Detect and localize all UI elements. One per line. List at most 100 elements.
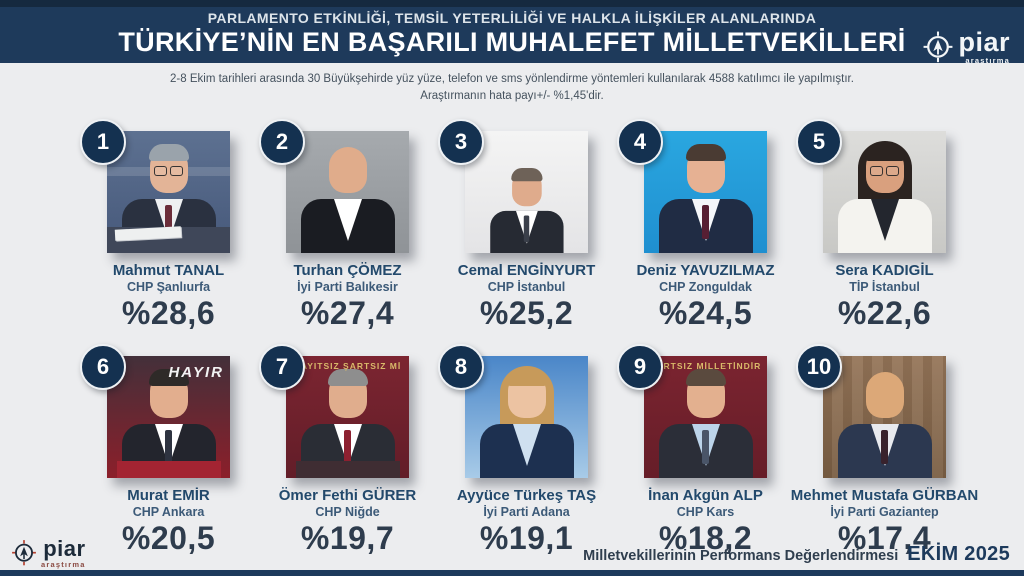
- hair-icon: [327, 369, 368, 386]
- mp-name: Ayyüce Türkeş TAŞ: [456, 487, 597, 504]
- head-icon: [328, 147, 367, 193]
- mp-party: CHP Zonguldak: [659, 280, 752, 294]
- page-title: TÜRKİYE’NİN EN BAŞARILI MUHALEFET MİLLET…: [118, 27, 906, 57]
- compass-icon: [12, 539, 36, 565]
- mp-photo-wrap: 4: [617, 119, 767, 253]
- mp-party: İyi Parti Adana: [483, 505, 570, 519]
- rank-badge: 2: [259, 119, 305, 165]
- logo-wordmark: piar: [958, 27, 1010, 57]
- shirt-icon: [333, 199, 362, 241]
- mp-card: 6 HAYIR Murat EMİR CHP Ankara: [80, 344, 230, 557]
- mp-photo: [107, 131, 230, 253]
- mp-score: %17,4: [837, 520, 932, 556]
- mp-card: 7 KAYITSIZ ŞARTSIZ Mİ Ömer Fethi GÜRER: [259, 344, 416, 557]
- survey-note-line2: Araştırmanın hata payı+/- %1,45'dir.: [420, 90, 604, 102]
- logo-text: piar araştırma: [41, 535, 86, 569]
- hair-icon: [685, 144, 726, 161]
- photo-banner-text: KAYITSIZ ŞARTSIZ Mİ: [293, 361, 402, 371]
- person-figure: [823, 356, 946, 478]
- tie-icon: [344, 430, 351, 464]
- rank-badge: 10: [796, 344, 842, 390]
- rank-badge: 9: [617, 344, 663, 390]
- mp-name: Ömer Fethi GÜRER: [278, 487, 417, 504]
- mp-name: Mahmut TANAL: [112, 262, 225, 279]
- mp-card: 9 ŞARTSIZ MİLLETİNDİR İnan Akgün ALP: [617, 344, 767, 557]
- mp-party: İyi Parti Gaziantep: [830, 505, 939, 519]
- person-figure: [286, 131, 409, 253]
- mp-score: %19,1: [479, 520, 574, 556]
- shirt-icon: [870, 199, 899, 241]
- mp-score: %20,5: [121, 520, 216, 556]
- podium: [116, 461, 221, 478]
- hair-icon: [864, 144, 905, 161]
- header-banner: PARLAMENTO ETKİNLİĞİ, TEMSİL YETERLİLİĞİ…: [0, 0, 1024, 65]
- tie-icon: [165, 205, 172, 239]
- mp-party: TİP İstanbul: [849, 280, 920, 294]
- mp-name: İnan Akgün ALP: [648, 487, 763, 504]
- mp-row-2: 6 HAYIR Murat EMİR CHP Ankara: [80, 344, 978, 557]
- mp-photo: HAYIR: [107, 356, 230, 478]
- head-icon: [865, 372, 904, 418]
- mp-photo: [823, 131, 946, 253]
- header-subtitle: PARLAMENTO ETKİNLİĞİ, TEMSİL YETERLİLİĞİ…: [207, 10, 817, 26]
- mp-photo: ŞARTSIZ MİLLETİNDİR: [644, 356, 767, 478]
- person-figure: [465, 356, 588, 478]
- person-figure: [286, 356, 409, 478]
- hair-icon: [148, 369, 189, 386]
- hair-icon: [510, 167, 543, 182]
- piar-logo-footer: piar araştırma: [10, 535, 86, 569]
- rank-number: 5: [812, 129, 826, 154]
- mp-card: 1 Mahmut TANAL CHP Şanlıurfa: [80, 119, 230, 332]
- rank-number: 3: [454, 129, 468, 154]
- piar-logo-header: piar araştırma: [921, 29, 1010, 65]
- logo-tagline: araştırma: [41, 559, 86, 569]
- tie-icon: [523, 215, 530, 243]
- mp-photo-wrap: 6 HAYIR: [80, 344, 230, 478]
- photo-banner-text: ŞARTSIZ MİLLETİNDİR: [649, 361, 762, 371]
- mp-photo-wrap: 3: [438, 119, 588, 253]
- footer-caption-text: Milletvekillerinin Performans Değerlendi…: [583, 548, 899, 564]
- mp-photo: [465, 356, 588, 478]
- mp-photo-wrap: 9 ŞARTSIZ MİLLETİNDİR: [617, 344, 767, 478]
- person-figure: [823, 131, 946, 253]
- mp-name: Deniz YAVUZILMAZ: [636, 262, 775, 279]
- hair-icon: [685, 369, 726, 386]
- mp-card: 8 Ayyüce Türkeş TAŞ İyi Parti Ada: [438, 344, 596, 557]
- mp-name: Mehmet Mustafa GÜRBAN: [790, 487, 979, 504]
- mp-photo-wrap: 5: [796, 119, 946, 253]
- tie-icon: [702, 430, 709, 464]
- bottom-accent-bar: [0, 570, 1024, 576]
- mp-name: Cemal ENGİNYURT: [457, 262, 596, 279]
- logo-wordmark: piar: [43, 535, 86, 561]
- mp-card: 10 Mehmet Mustafa GÜRBAN İyi Part: [791, 344, 978, 557]
- mp-score: %27,4: [300, 295, 395, 331]
- rank-badge: 7: [259, 344, 305, 390]
- mp-row-1: 1 Mahmut TANAL CHP Şanlıurfa: [80, 119, 946, 332]
- footer-period: EKİM 2025: [907, 543, 1010, 565]
- person-figure: [644, 356, 767, 478]
- mp-photo-wrap: 2: [259, 119, 409, 253]
- mp-party: CHP İstanbul: [487, 280, 566, 294]
- survey-note-line1: 2-8 Ekim tarihleri arasında 30 Büyükşehi…: [170, 73, 854, 85]
- mp-party: CHP Şanlıurfa: [126, 280, 211, 294]
- rank-badge: 8: [438, 344, 484, 390]
- rank-badge: 3: [438, 119, 484, 165]
- mp-card: 2 Turhan ÇÖMEZ İyi Parti Balıkesi: [259, 119, 409, 332]
- rank-number: 10: [806, 354, 832, 379]
- rank-number: 9: [633, 354, 647, 379]
- glasses-icon: [154, 166, 184, 176]
- person-figure: [644, 131, 767, 253]
- logo-text: piar araştırma: [958, 29, 1010, 65]
- rank-badge: 6: [80, 344, 126, 390]
- mp-card: 3 Cemal ENGİNYURT CHP İstanbul: [438, 119, 595, 332]
- compass-icon: [924, 31, 953, 63]
- mp-score: %18,2: [658, 520, 753, 556]
- rank-number: 6: [96, 354, 110, 379]
- hair-icon: [506, 369, 547, 386]
- rank-number: 4: [633, 129, 647, 154]
- rank-number: 7: [275, 354, 289, 379]
- mp-photo: [465, 131, 588, 253]
- mp-photo: [644, 131, 767, 253]
- mp-photo: KAYITSIZ ŞARTSIZ Mİ: [286, 356, 409, 478]
- mp-score: %22,6: [837, 295, 932, 331]
